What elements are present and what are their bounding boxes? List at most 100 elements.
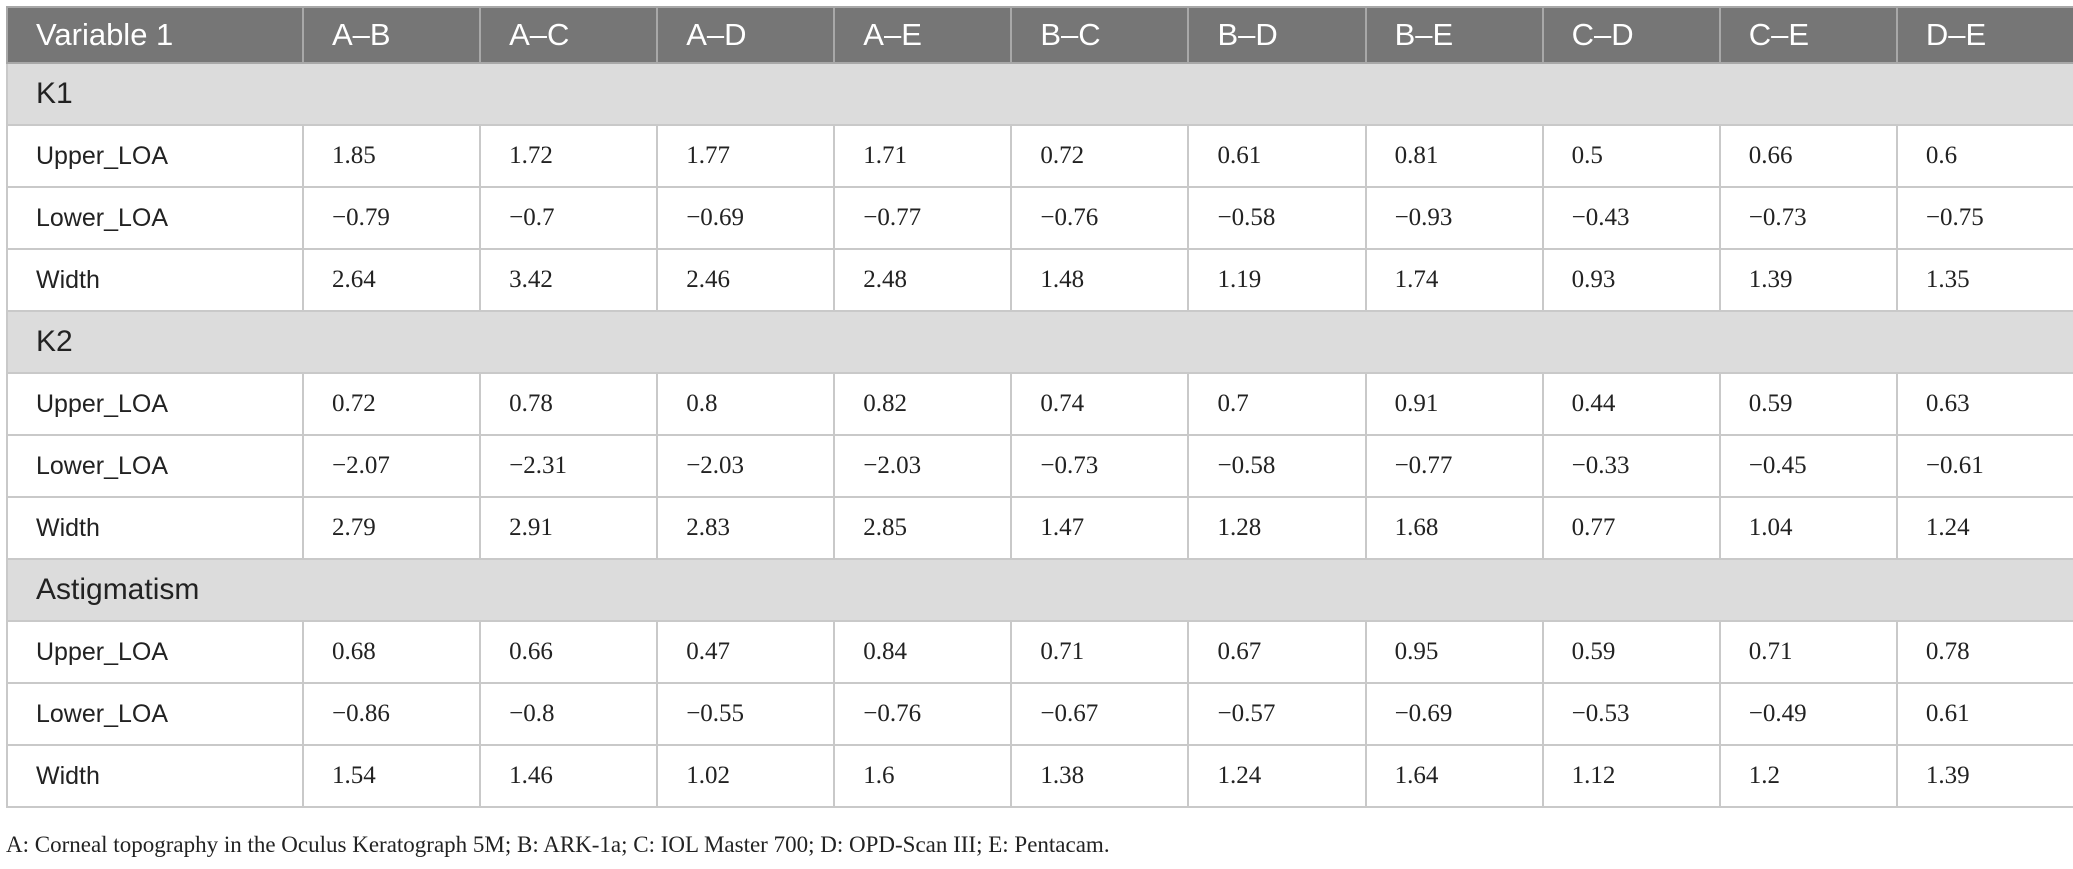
section-title: K1 xyxy=(6,62,2073,126)
row-label: Upper_LOA xyxy=(6,620,304,684)
table-row: Width 2.64 3.42 2.46 2.48 1.48 1.19 1.74 0.93 1.3… xyxy=(6,248,2073,312)
column-header-pair: A–B xyxy=(301,6,482,64)
column-header-pair: C–E xyxy=(1718,6,1898,64)
row-label: Upper_LOA xyxy=(6,124,304,188)
section-row: K1 xyxy=(6,62,2073,126)
table-cell: −0.73 xyxy=(1010,434,1190,498)
table-cell: 0.66 xyxy=(479,620,659,684)
table-cell: 2.79 xyxy=(301,496,482,560)
column-header-pair: C–D xyxy=(1541,6,1721,64)
table-cell: 1.35 xyxy=(1895,248,2073,312)
table-cell: −0.8 xyxy=(479,682,659,746)
table-cell: 1.6 xyxy=(833,744,1013,808)
column-header-pair: B–E xyxy=(1364,6,1544,64)
table-cell: 0.47 xyxy=(656,620,836,684)
column-header-variable: Variable 1 xyxy=(6,6,304,64)
table-row: Upper_LOA 0.68 0.66 0.47 0.84 0.71 0.67 0.95 0.5… xyxy=(6,620,2073,684)
table-cell: 1.68 xyxy=(1364,496,1544,560)
table-cell: −0.7 xyxy=(479,186,659,250)
column-header-pair: B–C xyxy=(1010,6,1190,64)
table-row: Upper_LOA 0.72 0.78 0.8 0.82 0.74 0.7 0.91 0.44 0… xyxy=(6,372,2073,436)
table-cell: 1.02 xyxy=(656,744,836,808)
table-cell: 2.64 xyxy=(301,248,482,312)
table-cell: −0.69 xyxy=(1364,682,1544,746)
table-cell: −2.31 xyxy=(479,434,659,498)
table-cell: −0.58 xyxy=(1187,186,1367,250)
table-cell: 1.72 xyxy=(479,124,659,188)
table-row: Lower_LOA −2.07 −2.31 −2.03 −2.03 −0.73 −0.58−… xyxy=(6,434,2073,498)
table-cell: −0.58 xyxy=(1187,434,1367,498)
row-label: Lower_LOA xyxy=(6,434,304,498)
table-cell: −0.77 xyxy=(833,186,1013,250)
table-cell: 0.59 xyxy=(1541,620,1721,684)
table-row: Upper_LOA 1.85 1.72 1.77 1.71 0.72 0.61 0.81 0.5… xyxy=(6,124,2073,188)
section-row: K2 xyxy=(6,310,2073,374)
table-cell: 1.19 xyxy=(1187,248,1367,312)
table-cell: −0.33 xyxy=(1541,434,1721,498)
section-title: Astigmatism xyxy=(6,558,2073,622)
table-cell: 1.47 xyxy=(1010,496,1190,560)
table-cell: 0.68 xyxy=(301,620,482,684)
table-cell: 2.46 xyxy=(656,248,836,312)
table-cell: 0.81 xyxy=(1364,124,1544,188)
table-cell: 1.54 xyxy=(301,744,482,808)
table-cell: 0.61 xyxy=(1895,682,2073,746)
data-table-container: Variable 1 A–B A–C A–D A–E B–C B–D B–E C–D C–E D–E… xyxy=(6,6,2073,808)
section-row: Astigmatism xyxy=(6,558,2073,622)
table-cell: 2.91 xyxy=(479,496,659,560)
table-cell: 0.72 xyxy=(1010,124,1190,188)
table-cell: 0.72 xyxy=(301,372,482,436)
table-cell: 0.84 xyxy=(833,620,1013,684)
table-cell: 0.44 xyxy=(1541,372,1721,436)
table-cell: 3.42 xyxy=(479,248,659,312)
table-cell: −0.73 xyxy=(1718,186,1898,250)
row-label: Width xyxy=(6,496,304,560)
column-header-pair: A–D xyxy=(656,6,836,64)
table-row: Lower_LOA −0.79 −0.7 −0.69 −0.77 −0.76 −0.58 −0… xyxy=(6,186,2073,250)
table-cell: 0.67 xyxy=(1187,620,1367,684)
table-cell: 2.48 xyxy=(833,248,1013,312)
row-label: Width xyxy=(6,744,304,808)
table-cell: −0.57 xyxy=(1187,682,1367,746)
table-cell: −2.07 xyxy=(301,434,482,498)
table-cell: 2.85 xyxy=(833,496,1013,560)
table-cell: −0.49 xyxy=(1718,682,1898,746)
table-cell: 0.6 xyxy=(1895,124,2073,188)
table-row: Width 1.54 1.46 1.02 1.6 1.38 1.24 1.64 1.12 1.2 1… xyxy=(6,744,2073,808)
table-cell: 1.04 xyxy=(1718,496,1898,560)
table-cell: 0.7 xyxy=(1187,372,1367,436)
table-cell: 1.39 xyxy=(1895,744,2073,808)
table-cell: 1.2 xyxy=(1718,744,1898,808)
table-cell: 0.8 xyxy=(656,372,836,436)
table-cell: 0.71 xyxy=(1718,620,1898,684)
table-cell: −0.43 xyxy=(1541,186,1721,250)
table-cell: 1.74 xyxy=(1364,248,1544,312)
table-cell: 0.93 xyxy=(1541,248,1721,312)
table-cell: −0.45 xyxy=(1718,434,1898,498)
table-cell: −0.61 xyxy=(1895,434,2073,498)
table-cell: −0.79 xyxy=(301,186,482,250)
loa-comparison-table: Variable 1 A–B A–C A–D A–E B–C B–D B–E C–D C–E D–E… xyxy=(6,6,2073,808)
table-cell: 0.63 xyxy=(1895,372,2073,436)
table-cell: −0.53 xyxy=(1541,682,1721,746)
table-cell: 0.59 xyxy=(1718,372,1898,436)
column-header-pair: D–E xyxy=(1895,6,2073,64)
row-label: Lower_LOA xyxy=(6,186,304,250)
table-cell: 0.74 xyxy=(1010,372,1190,436)
table-cell: 0.5 xyxy=(1541,124,1721,188)
table-cell: 1.77 xyxy=(656,124,836,188)
section-title: K2 xyxy=(6,310,2073,374)
table-cell: −0.55 xyxy=(656,682,836,746)
table-cell: −0.69 xyxy=(656,186,836,250)
table-cell: 0.82 xyxy=(833,372,1013,436)
table-cell: −0.77 xyxy=(1364,434,1544,498)
table-cell: 1.28 xyxy=(1187,496,1367,560)
table-cell: 1.39 xyxy=(1718,248,1898,312)
table-cell: 0.61 xyxy=(1187,124,1367,188)
column-header-pair: A–C xyxy=(479,6,659,64)
table-cell: 1.71 xyxy=(833,124,1013,188)
table-cell: −2.03 xyxy=(833,434,1013,498)
table-cell: 1.48 xyxy=(1010,248,1190,312)
table-cell: −0.67 xyxy=(1010,682,1190,746)
table-cell: 0.66 xyxy=(1718,124,1898,188)
